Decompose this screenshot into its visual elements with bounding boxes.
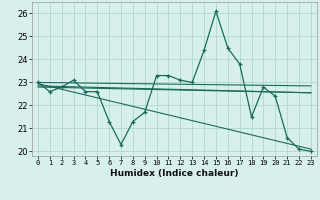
X-axis label: Humidex (Indice chaleur): Humidex (Indice chaleur) <box>110 169 239 178</box>
